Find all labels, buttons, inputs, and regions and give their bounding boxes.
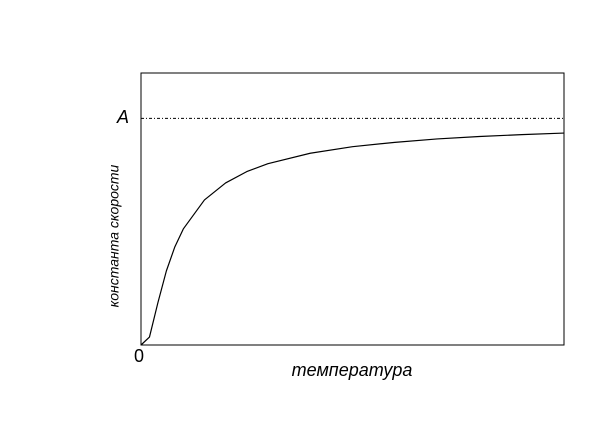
x-tick-label: 0: [134, 346, 144, 366]
y-axis-label: константа скорости: [106, 164, 122, 307]
y-tick-label: A: [116, 107, 129, 127]
x-axis-label: температура: [292, 360, 413, 380]
plot-frame: [140, 72, 565, 346]
line-series: [140, 132, 565, 346]
